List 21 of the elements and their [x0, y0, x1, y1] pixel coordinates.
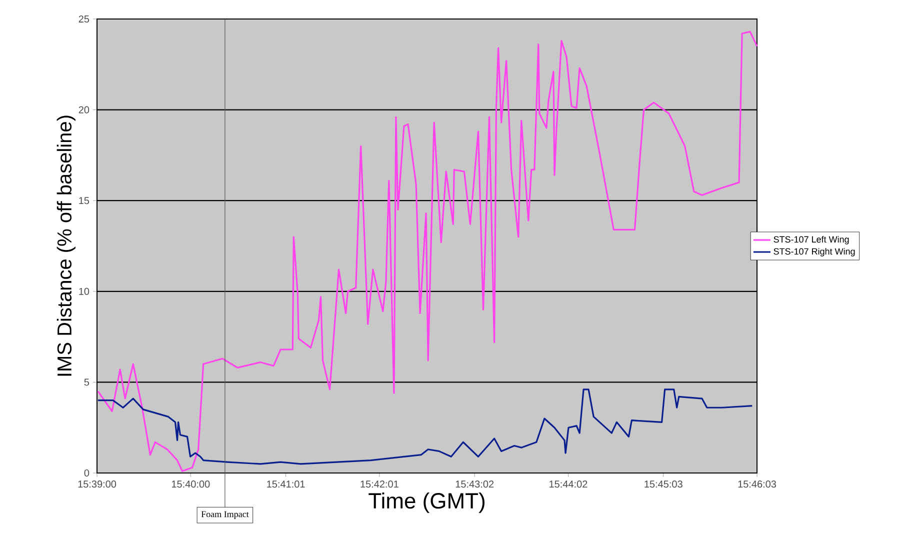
x-tick-label: 15:43:02	[456, 480, 494, 488]
x-tick-label: 15:45:03	[644, 480, 682, 488]
x-tick-label: 15:44:02	[550, 480, 588, 488]
x-tick-label: 15:41:01	[267, 480, 305, 488]
y-tick-label: 20	[78, 106, 90, 114]
y-tick-label: 5	[84, 378, 90, 386]
x-tick-label: 15:40:00	[172, 480, 210, 488]
line-series	[97, 30, 758, 472]
ref-line-label: Foam Impact	[201, 511, 249, 520]
y-tick-label: 25	[78, 15, 90, 23]
line-series	[97, 388, 753, 465]
legend-label: STS-107 Left Wing	[774, 236, 849, 244]
x-tick-label: 15:42:01	[360, 480, 398, 488]
y-tick-label: 10	[79, 288, 90, 295]
legend-label: STS-107 Right Wing	[774, 248, 855, 256]
x-tick-label: 15:39:00	[78, 480, 116, 488]
y-axis-title: IMS Distance (% off baseline)	[56, 116, 76, 376]
y-tick-label: 0	[84, 469, 90, 477]
y-tick-label: 15	[79, 197, 90, 204]
x-axis-title: Time (GMT)	[368, 492, 484, 513]
x-tick-label: 15:46:03	[738, 480, 776, 488]
